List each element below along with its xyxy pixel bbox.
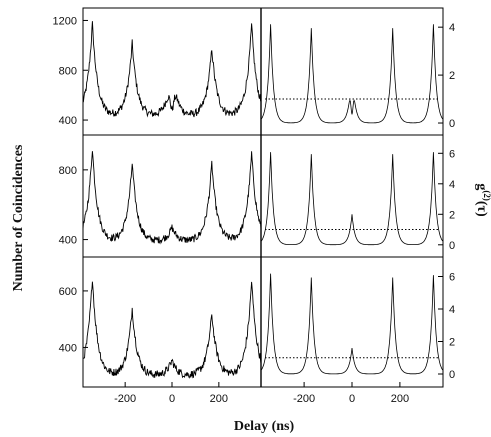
row2-left-ytick-label-0: 400 [59, 235, 77, 247]
row3-right-ytick-label-3: 6 [449, 272, 455, 284]
row3-right-ytick-label-1: 2 [449, 337, 455, 349]
right-xtick-label-2: 200 [391, 393, 409, 405]
row1-right-trace [261, 24, 443, 123]
row2-right-trace [261, 152, 443, 245]
row2-left-trace [83, 151, 261, 243]
row1-left-ytick-label-1: 800 [59, 65, 77, 77]
row3-right-ytick-label-0: 0 [449, 369, 455, 381]
y-axis-title-right-main: g [474, 183, 489, 190]
left-xtick-label-0: -200 [114, 393, 136, 405]
right-xtick-label-0: -200 [293, 393, 315, 405]
row2-right-ytick-label-1: 2 [449, 209, 455, 221]
row3-right-ytick-label-2: 4 [449, 304, 455, 316]
row1-left-ytick-label-2: 1200 [53, 15, 77, 27]
y-axis-title-left: Number of Coincidences [11, 144, 26, 291]
plot-frame [83, 8, 443, 387]
row2-right-ytick-label-3: 6 [449, 148, 455, 160]
row1-right-ytick-label-1: 2 [449, 70, 455, 82]
row3-right-trace [261, 274, 443, 374]
left-xtick-label-1: 0 [169, 393, 175, 405]
row1-right-ytick-label-2: 4 [449, 22, 455, 34]
left-xtick-label-2: 200 [210, 393, 228, 405]
row3-left-trace [83, 282, 261, 378]
y-axis-title-right-sup: (2) [482, 190, 491, 201]
row1-left-ytick-label-0: 400 [59, 115, 77, 127]
y-axis-title-right-tail: (τ) [474, 201, 489, 217]
y-axis-title-right: g(2)(τ) [474, 183, 491, 217]
row3-left-ytick-label-1: 600 [59, 286, 77, 298]
row1-right-ytick-label-0: 0 [449, 118, 455, 130]
row2-left-ytick-label-1: 800 [59, 165, 77, 177]
row2-right-ytick-label-2: 4 [449, 179, 455, 191]
row1-left-trace [83, 21, 261, 117]
row2-right-ytick-label-0: 0 [449, 240, 455, 252]
right-xtick-label-1: 0 [349, 393, 355, 405]
row3-left-ytick-label-0: 400 [59, 342, 77, 354]
x-axis-title: Delay (ns) [234, 419, 295, 434]
plot-layer: 400 800 1200 0 2 4 400 800 0 2 4 6 400 600 0 2 4 6 -200 -20… [53, 8, 456, 405]
